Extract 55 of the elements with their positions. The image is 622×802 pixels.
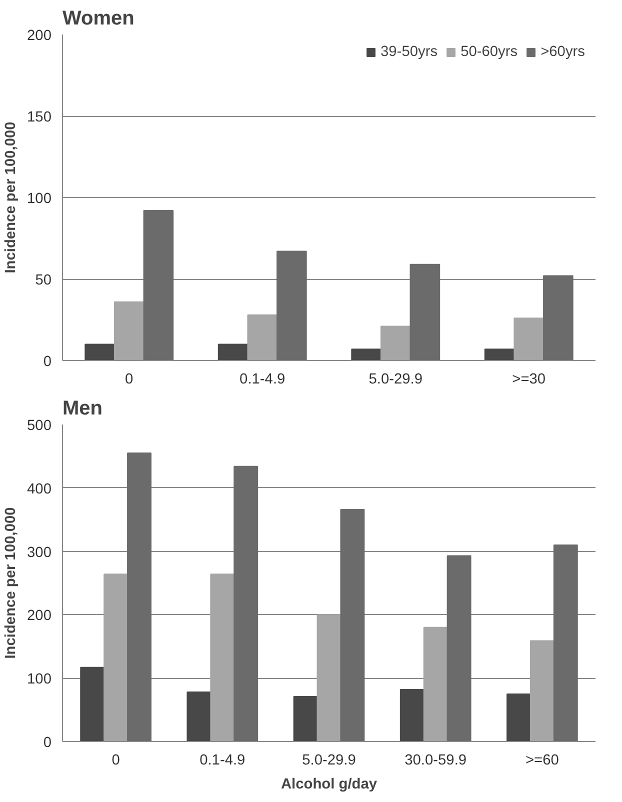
x-tick-label: >=30 — [512, 372, 546, 388]
bar — [186, 692, 212, 742]
bar — [114, 301, 144, 360]
bar — [276, 250, 307, 360]
bar — [506, 693, 531, 742]
y-tick-label: 0 — [43, 354, 52, 370]
bar — [293, 696, 318, 742]
bar — [400, 689, 424, 742]
x-axis-title: Alcohol g/day — [280, 776, 378, 792]
bar — [234, 466, 258, 742]
bar — [84, 344, 115, 360]
bar — [104, 574, 128, 742]
bar — [351, 348, 382, 360]
bar — [218, 344, 248, 360]
x-tick-label: 30.0-59.9 — [404, 752, 467, 768]
bar — [484, 348, 515, 360]
legend-label: >60yrs — [540, 44, 585, 60]
y-tick-label: 400 — [27, 481, 52, 498]
x-tick-label: 0 — [112, 752, 120, 768]
bar — [543, 275, 574, 360]
bar — [380, 326, 411, 360]
chart-title: Men — [62, 398, 102, 420]
x-tick-label: 0 — [125, 372, 134, 388]
x-tick-label: 0.1-4.9 — [240, 372, 286, 388]
legend-label: 50-60yrs — [460, 44, 518, 60]
bar — [514, 318, 544, 360]
x-tick-label: 0.1-4.9 — [200, 752, 246, 768]
bar — [423, 626, 448, 742]
y-tick-label: 200 — [27, 28, 52, 44]
bar — [340, 508, 365, 742]
y-tick-label: 0 — [43, 735, 52, 751]
x-tick-label: >=60 — [525, 752, 559, 768]
y-tick-label: 100 — [27, 191, 52, 207]
y-axis-title: Incidence per 100,000 — [3, 122, 20, 274]
x-tick-label: 5.0-29.9 — [368, 372, 423, 388]
y-tick-label: 200 — [27, 608, 52, 624]
y-tick-label: 300 — [27, 544, 52, 561]
bar — [80, 666, 105, 742]
bar — [553, 544, 578, 742]
bar — [316, 614, 342, 742]
bar — [530, 640, 554, 742]
bar — [446, 555, 472, 742]
y-axis-title: Incidence per 100,000 — [3, 507, 20, 659]
bar — [410, 264, 440, 360]
y-tick-label: 100 — [27, 672, 52, 688]
legend-label: 39-50yrs — [380, 44, 438, 60]
bar — [143, 210, 174, 360]
bar — [127, 452, 152, 742]
y-tick-label: 150 — [27, 110, 52, 126]
x-tick-label: 5.0-29.9 — [302, 752, 356, 768]
y-tick-label: 500 — [27, 418, 52, 434]
bar — [247, 314, 278, 360]
bar — [210, 574, 235, 742]
y-tick-label: 50 — [35, 272, 52, 288]
chart-title: Women — [62, 8, 134, 30]
